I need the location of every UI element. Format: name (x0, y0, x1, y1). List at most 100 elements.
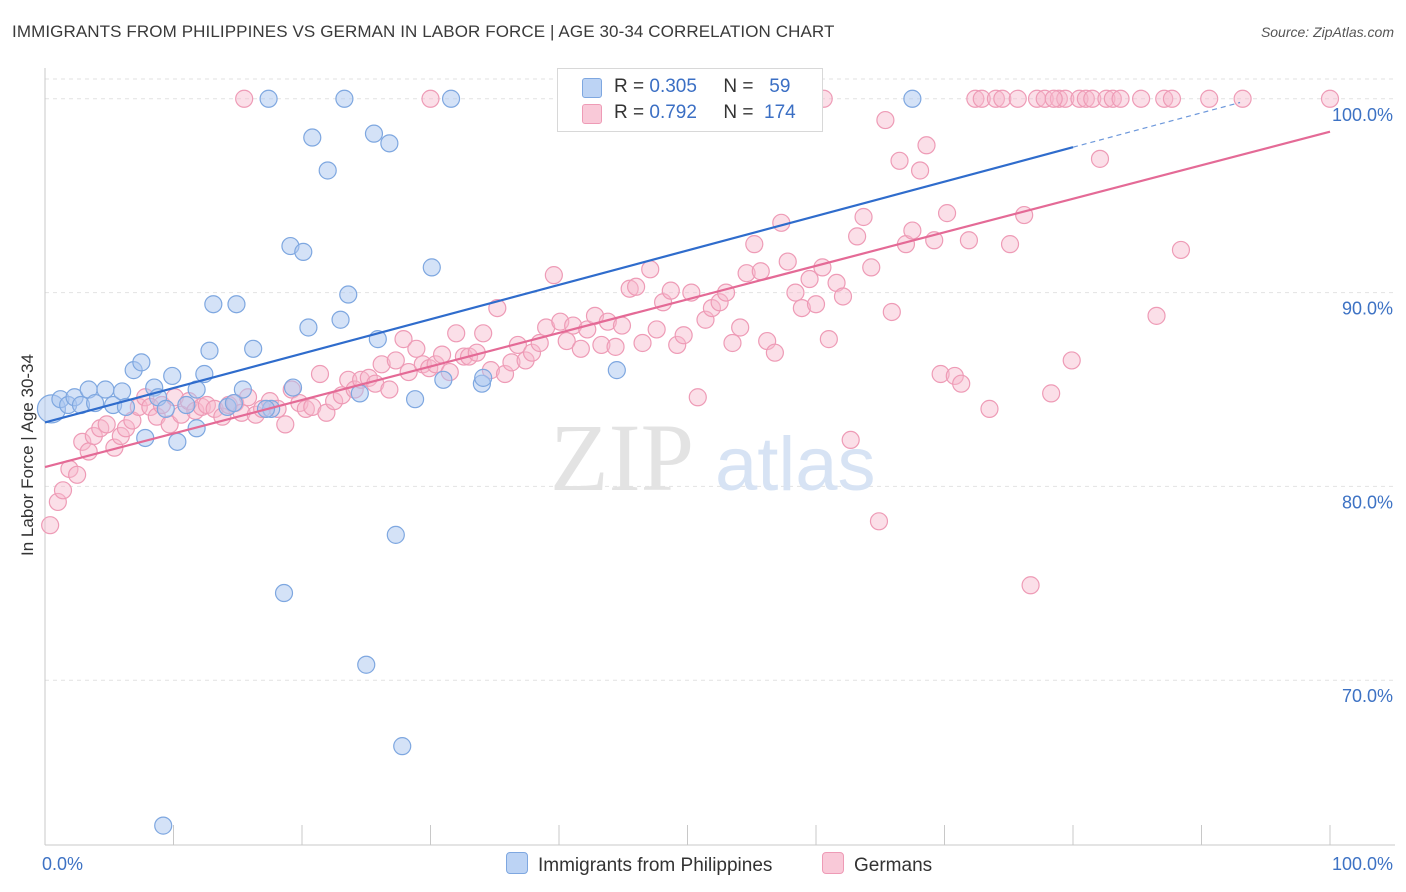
data-point-philippines (474, 368, 493, 387)
data-point-philippines (607, 361, 626, 380)
bottom-legend-swatch-germans (822, 852, 844, 874)
data-point-philippines (163, 366, 182, 386)
data-point-philippines (380, 134, 399, 153)
data-point-germans (876, 110, 895, 130)
grid-lines (45, 78, 1395, 681)
data-point-germans (819, 330, 838, 349)
data-point-germans (544, 266, 563, 285)
data-point-germans (937, 204, 957, 223)
data-point-philippines (274, 583, 294, 603)
data-point-germans (1044, 89, 1063, 108)
x-tick-label: 0.0% (42, 854, 83, 874)
data-point-germans (972, 89, 991, 108)
data-point-germans (986, 89, 1006, 108)
data-point-germans (737, 264, 756, 283)
data-point-germans (626, 277, 646, 296)
data-point-philippines (393, 737, 412, 756)
data-point-germans (73, 432, 92, 451)
data-point-philippines (386, 525, 405, 544)
data-point-philippines (177, 395, 196, 415)
watermark-zip: ZIP (550, 404, 694, 511)
data-point-germans (668, 335, 687, 355)
data-point-philippines (364, 124, 384, 143)
y-tick-label: 90.0% (1342, 299, 1393, 319)
data-point-germans (745, 235, 764, 254)
data-point-germans (1076, 89, 1095, 108)
data-point-philippines (422, 258, 441, 277)
tick-labels: 70.0% 80.0% 90.0% 100.0% 0.0% 100.0% (42, 105, 1393, 874)
data-point-germans (1162, 89, 1182, 108)
data-point-philippines (224, 393, 243, 413)
legend-r-label: R = (614, 102, 645, 123)
data-point-germans (786, 283, 805, 302)
data-point-germans (696, 310, 715, 329)
data-point-germans (1111, 89, 1130, 108)
trend-line-philippines (44, 146, 1074, 424)
data-point-germans (710, 293, 729, 312)
data-point-germans (765, 343, 784, 362)
bottom-legend-swatch-philippines (506, 852, 528, 874)
data-point-philippines (244, 339, 263, 358)
data-point-germans (1200, 89, 1219, 108)
data-point-philippines (259, 89, 278, 108)
series-philippines-points (36, 89, 922, 835)
data-point-germans (276, 415, 295, 434)
data-point-germans (407, 339, 426, 358)
axes (44, 68, 1395, 846)
data-point-philippines (200, 341, 219, 360)
data-point-germans (474, 324, 493, 343)
data-point-philippines (339, 285, 358, 304)
data-point-germans (502, 353, 521, 372)
data-point-germans (731, 318, 750, 337)
data-point-germans (1103, 89, 1122, 108)
data-point-philippines (357, 655, 376, 674)
data-point-germans (380, 380, 399, 399)
data-point-germans (557, 331, 576, 351)
legend-n-label: N = (723, 102, 754, 123)
data-point-germans (890, 151, 909, 170)
data-point-germans (959, 231, 979, 250)
data-point-germans (862, 258, 881, 277)
data-point-germans (235, 89, 254, 108)
data-point-germans (661, 281, 680, 300)
data-point-philippines (903, 89, 922, 108)
data-point-germans (612, 316, 632, 335)
data-point-germans (869, 512, 889, 531)
bottom-legend-label: Germans (854, 855, 933, 876)
data-point-germans (620, 279, 639, 298)
data-point-germans (296, 399, 315, 418)
bottom-legend-philippines: Immigrants from Philippines (506, 852, 772, 877)
data-point-germans (495, 364, 515, 384)
data-point-germans (386, 351, 405, 370)
legend-swatch-philippines (582, 78, 602, 98)
data-point-germans (1062, 351, 1081, 370)
data-point-germans (1147, 306, 1166, 325)
data-point-germans (1021, 576, 1040, 595)
data-point-germans (882, 302, 901, 322)
data-point-philippines (434, 370, 453, 389)
data-point-germans (792, 298, 811, 318)
data-point-germans (421, 89, 440, 108)
legend-n-value: 59 (769, 76, 791, 97)
source-label: Source: ZipAtlas.com (1260, 24, 1394, 40)
data-point-philippines (441, 89, 461, 108)
chart-title: IMMIGRANTS FROM PHILIPPINES VS GERMAN IN… (12, 22, 835, 41)
watermark: ZIP atlas (550, 404, 876, 511)
data-point-germans (522, 343, 542, 362)
data-point-germans (806, 295, 826, 314)
data-point-germans (41, 516, 60, 535)
data-point-germans (1155, 89, 1174, 108)
trend-lines (44, 101, 1331, 469)
data-point-germans (903, 221, 922, 240)
y-tick-label: 80.0% (1342, 492, 1393, 512)
data-point-germans (848, 227, 867, 246)
watermark-atlas: atlas (715, 422, 876, 507)
data-point-germans (723, 333, 742, 353)
data-point-germans (571, 339, 590, 358)
data-point-philippines (156, 399, 175, 418)
data-point-germans (394, 330, 413, 349)
legend-r-value: 0.305 (649, 76, 697, 97)
data-point-germans (447, 324, 466, 343)
y-tick-label: 70.0% (1342, 686, 1393, 706)
